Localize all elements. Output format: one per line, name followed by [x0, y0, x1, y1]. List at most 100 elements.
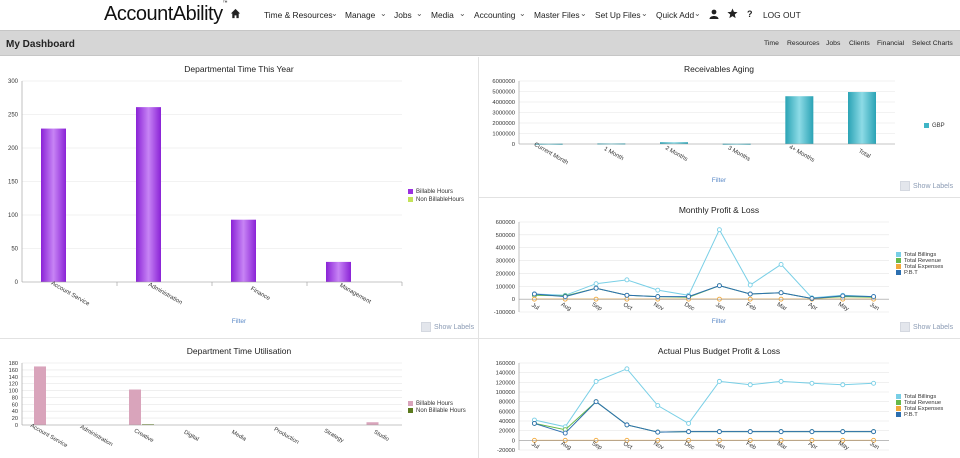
legend-label: Total Expenses	[904, 264, 943, 270]
home-icon[interactable]	[230, 8, 241, 19]
departmental-time-chart: Departmental Time This Year 0 50 100 150 200…	[8, 64, 464, 325]
y-tick-label: 300	[8, 79, 19, 85]
x-tick-label: Management	[338, 283, 372, 306]
x-tick-label: Administration	[79, 424, 114, 448]
chart-monthly-profit-loss: Monthly Profit & Loss -100000 0 100000 2000…	[479, 198, 960, 338]
series-line	[534, 228, 874, 299]
y-tick-label: 500000	[496, 233, 515, 239]
x-tick-label: Current Month	[533, 142, 569, 166]
nav-time-resources[interactable]: Time & Resources	[264, 10, 333, 20]
show-labels-toggle[interactable]: Show Labels	[900, 322, 953, 332]
data-point	[624, 277, 630, 283]
dashboard-link-clients[interactable]: Clients	[849, 40, 870, 47]
x-tick-label: Administration	[147, 282, 183, 306]
chevron-down-icon: ⌄	[416, 9, 423, 18]
legend-swatch	[896, 400, 901, 405]
legend-label: Non BillableHours	[416, 197, 464, 203]
y-tick-label: 100	[9, 389, 18, 395]
y-tick-label: 2000000	[492, 121, 515, 127]
app-logo[interactable]: AccountAbility™	[104, 0, 228, 26]
logo-tm: ™	[222, 0, 228, 7]
y-tick-label: 250	[8, 113, 19, 119]
x-tick-label: Studio	[373, 429, 390, 442]
legend-label: Billable Hours	[416, 189, 453, 195]
x-tick-label: Jun	[868, 441, 879, 451]
x-tick-label: Feb	[745, 302, 758, 313]
x-tick-label: Account Service	[50, 281, 91, 308]
x-tick-label: Jan	[714, 302, 725, 312]
legend-label: P.B.T	[904, 270, 918, 276]
x-tick-label: Jun	[868, 302, 879, 312]
series-line	[534, 368, 874, 428]
data-point	[686, 429, 692, 435]
data-point	[747, 429, 753, 435]
checkbox-icon	[900, 322, 910, 332]
y-tick-label: 0	[512, 142, 515, 148]
chevron-down-icon: ⌄	[641, 9, 648, 18]
x-tick-label: Oct	[622, 441, 633, 451]
y-tick-label: 150	[8, 180, 19, 186]
data-point	[593, 281, 599, 287]
x-tick-label: Jan	[714, 441, 725, 451]
top-navigation: AccountAbility™ Time & Resources ⌄ Manag…	[0, 0, 960, 30]
chart-title: Actual Plus Budget Profit & Loss	[658, 346, 780, 356]
budget-profit-loss-chart: Actual Plus Budget Profit & Loss -20000 0…	[496, 346, 944, 454]
show-labels-toggle[interactable]: Show Labels	[421, 322, 474, 332]
data-point	[593, 378, 599, 384]
dashboard-link-financial[interactable]: Financial	[877, 40, 905, 47]
logout-link[interactable]: LOG OUT	[763, 10, 801, 20]
legend-swatch	[408, 197, 413, 202]
filter-link[interactable]: Filter	[232, 318, 247, 325]
filter-link[interactable]: Filter	[712, 177, 727, 184]
y-tick-label: 20	[12, 416, 18, 422]
y-tick-label: 1000000	[492, 132, 515, 138]
dashboard-link-jobs[interactable]: Jobs	[826, 40, 841, 47]
chart-department-utilisation: Department Time Utilisation 0 20 40 60 80 100…	[0, 339, 478, 458]
x-tick-label: Total	[857, 148, 871, 160]
y-tick-label: 120	[9, 382, 18, 388]
checkbox-icon	[421, 322, 431, 332]
y-tick-label: 200	[8, 146, 19, 152]
user-icon[interactable]	[709, 9, 719, 19]
help-icon[interactable]: ?	[747, 9, 753, 19]
y-tick-label: 80	[12, 395, 18, 401]
nav-setup-files[interactable]: Set Up Files	[595, 10, 641, 20]
y-tick-label: 80000	[499, 400, 515, 406]
x-tick-label: Jul	[530, 442, 540, 451]
x-tick-label: 1 Month	[603, 146, 625, 162]
data-point	[562, 294, 568, 300]
nav-jobs[interactable]: Jobs	[394, 10, 412, 20]
chevron-down-icon: ⌄	[331, 9, 338, 18]
show-labels-toggle[interactable]: Show Labels	[900, 181, 953, 191]
filter-link[interactable]: Filter	[712, 318, 727, 325]
show-labels-text: Show Labels	[434, 323, 475, 331]
legend-label: P.B.T	[904, 412, 918, 418]
data-point	[562, 430, 568, 436]
dashboard-link-time[interactable]: Time	[764, 40, 779, 47]
data-point	[531, 291, 537, 297]
x-tick-label: 3 Months	[727, 145, 751, 163]
nav-master-files[interactable]: Master Files	[534, 10, 580, 20]
data-point	[778, 261, 784, 267]
x-tick-label: Aug	[560, 302, 572, 313]
x-tick-label: Nov	[652, 302, 664, 313]
dashboard-link-resources[interactable]: Resources	[787, 40, 820, 47]
nav-media[interactable]: Media	[431, 10, 454, 20]
show-labels-text: Show Labels	[913, 182, 954, 190]
x-tick-label: Production	[273, 427, 300, 446]
y-tick-label: 3000000	[492, 111, 515, 117]
chevron-down-icon: ⌄	[694, 9, 701, 18]
x-tick-label: Strategy	[323, 428, 345, 444]
nav-quick-add[interactable]: Quick Add	[656, 10, 695, 20]
x-tick-label: Media	[230, 430, 247, 443]
legend-label: Total Revenue	[904, 258, 941, 264]
data-point	[840, 382, 846, 388]
nav-accounting[interactable]: Accounting	[474, 10, 516, 20]
data-point	[809, 380, 815, 386]
nav-manage[interactable]: Manage	[345, 10, 376, 20]
star-icon[interactable]	[727, 8, 738, 19]
data-point	[624, 422, 630, 428]
dashboard-link-select-charts[interactable]: Select Charts	[912, 40, 953, 47]
legend-swatch	[408, 408, 413, 413]
legend-label: Total Billings	[904, 252, 936, 258]
